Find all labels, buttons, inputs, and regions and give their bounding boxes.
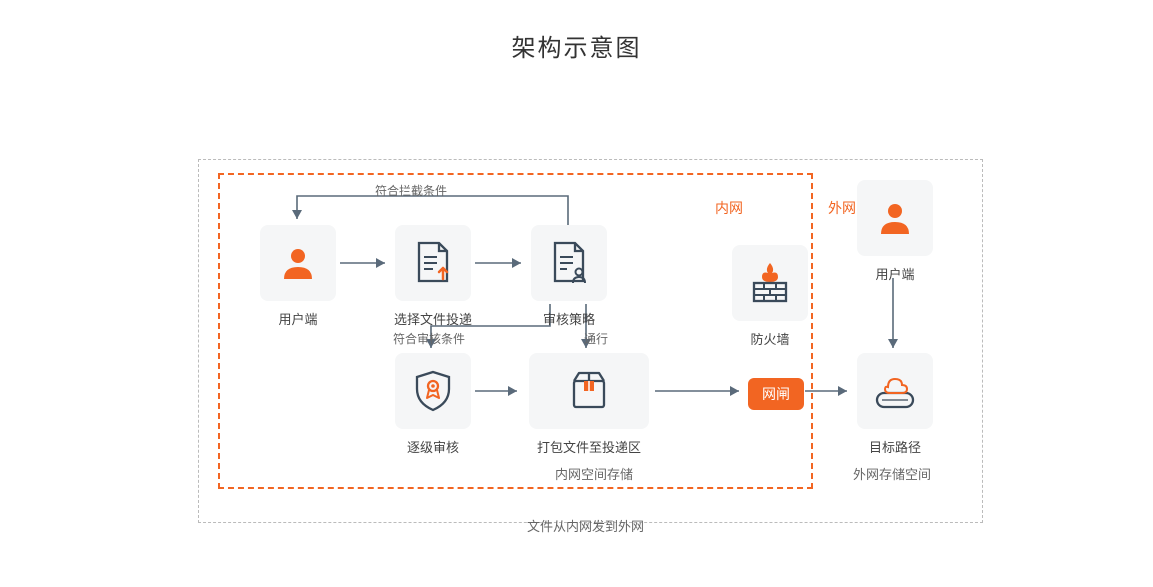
file-upload-icon xyxy=(413,241,453,285)
shield-badge-icon xyxy=(411,369,455,413)
region-label-external: 外网 xyxy=(828,198,856,218)
firewall-icon xyxy=(748,261,792,305)
node-label: 防火墙 xyxy=(730,329,810,348)
node-label: 选择文件投递 xyxy=(393,309,473,328)
node-gateway: 网闸 xyxy=(748,378,804,410)
outer-caption: 文件从内网发到外网 xyxy=(527,516,644,535)
node-label: 审核策略 xyxy=(529,309,609,328)
node-label: 逐级审核 xyxy=(393,437,473,456)
node-package: 打包文件至投递区 xyxy=(525,353,653,456)
node-audit-policy: 审核策略 xyxy=(529,225,609,328)
node-target-path: 目标路径 xyxy=(855,353,935,456)
external-storage-caption: 外网存储空间 xyxy=(853,464,931,483)
node-client-internal: 用户端 xyxy=(258,225,338,328)
disk-cloud-icon xyxy=(872,369,918,413)
node-label: 目标路径 xyxy=(855,437,935,456)
region-label-internal: 内网 xyxy=(715,198,743,218)
node-label: 用户端 xyxy=(855,264,935,283)
edge-label: 符合审核条件 xyxy=(393,330,465,347)
node-step-audit: 逐级审核 xyxy=(393,353,473,456)
node-client-external: 用户端 xyxy=(855,180,935,283)
node-label: 打包文件至投递区 xyxy=(525,437,653,456)
node-label: 用户端 xyxy=(258,309,338,328)
edge-label: 通行 xyxy=(584,330,608,347)
inner-caption: 内网空间存储 xyxy=(555,464,633,483)
file-user-icon xyxy=(549,241,589,285)
edge-label: 符合拦截条件 xyxy=(375,182,447,199)
package-icon xyxy=(567,369,611,413)
user-icon xyxy=(875,198,915,238)
node-select-file: 选择文件投递 xyxy=(393,225,473,328)
node-firewall: 防火墙 xyxy=(730,245,810,348)
user-icon xyxy=(278,243,318,283)
inner-dashed-box xyxy=(218,173,813,489)
